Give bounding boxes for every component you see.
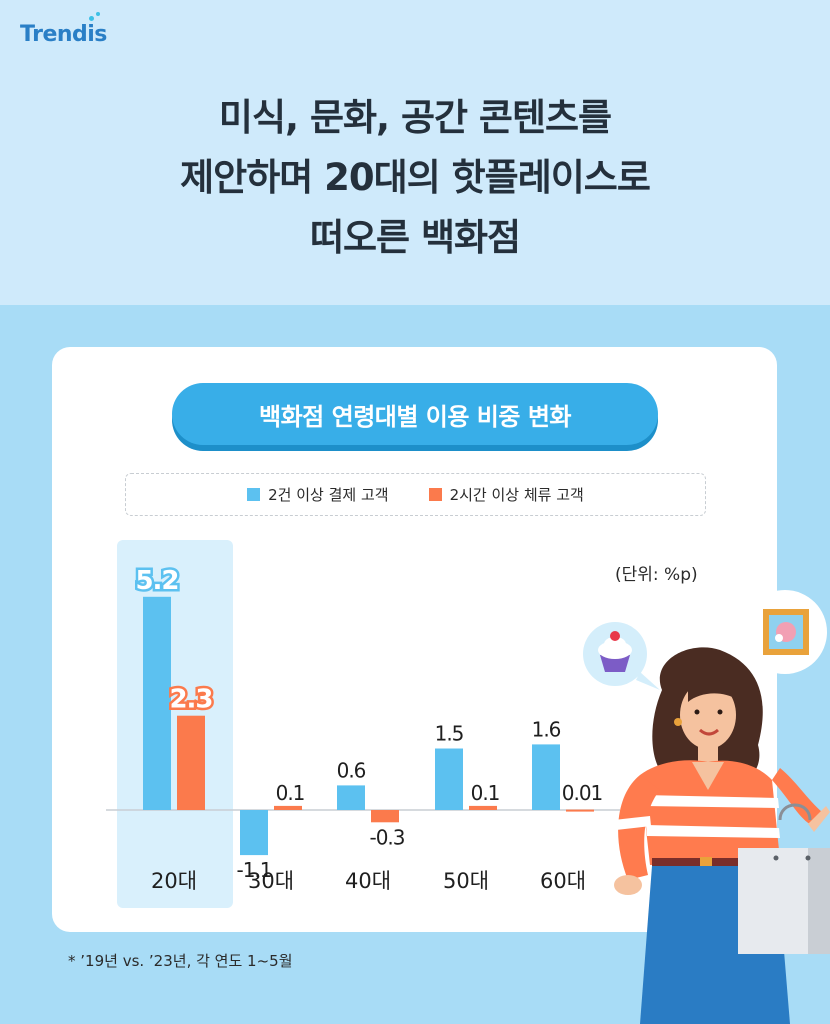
- logo-dot-icon: [96, 12, 100, 16]
- bar-stay: [177, 715, 205, 810]
- headline-line: 떠오른 백화점: [309, 216, 521, 259]
- legend-swatch-orange: [428, 488, 442, 501]
- bar-payment: [240, 810, 268, 856]
- logo-text: Trendis: [20, 22, 107, 47]
- bar-stay: [274, 805, 302, 810]
- data-label: 2.3: [169, 685, 212, 715]
- footnote: * ’19년 vs. ’23년, 각 연도 1~5월: [68, 952, 293, 970]
- data-label: 0.01: [562, 781, 603, 805]
- category-label: 40대: [345, 869, 391, 893]
- legend-swatch-blue: [247, 488, 261, 501]
- bar-stay: [469, 805, 497, 810]
- data-label: 1.6: [532, 717, 561, 741]
- data-label: -0.3: [369, 825, 404, 849]
- category-label: 20대: [151, 869, 197, 893]
- legend-label: 2시간 이상 체류 고객: [449, 486, 584, 504]
- legend-item-payment: 2건 이상 결제 고객: [247, 484, 389, 505]
- bar-payment: [337, 785, 365, 810]
- data-label: 5.2: [135, 566, 178, 596]
- headline-line: 제안하며 20대의 핫플레이스로: [180, 156, 651, 199]
- category-label: 30대: [248, 869, 294, 893]
- bar-payment: [143, 596, 171, 810]
- data-label: 0.6: [337, 758, 366, 782]
- category-label: 60대: [540, 869, 586, 893]
- highlight-20s-column: [117, 540, 233, 908]
- brand-logo[interactable]: Trendis: [20, 22, 107, 47]
- chart-legend: 2건 이상 결제 고객 2시간 이상 체류 고객: [125, 473, 706, 516]
- data-label: 0.1: [276, 781, 305, 805]
- data-label: -1.1: [236, 858, 271, 882]
- chart-title: 백화점 연령대별 이용 비중 변화: [172, 383, 658, 445]
- legend-item-stay: 2시간 이상 체류 고객: [428, 484, 584, 505]
- bar-stay: [371, 810, 399, 823]
- page-headline: 미식, 문화, 공간 콘텐츠를 제안하며 20대의 핫플레이스로 떠오른 백화점: [0, 88, 830, 268]
- category-label: 50대: [443, 869, 489, 893]
- data-label: 0.1: [471, 781, 500, 805]
- bar-payment: [435, 748, 463, 810]
- header-band: [0, 0, 830, 305]
- legend-label: 2건 이상 결제 고객: [268, 486, 389, 504]
- data-label: 1.5: [435, 722, 464, 746]
- bar-stay: [566, 809, 594, 812]
- logo-dot-icon: [89, 16, 94, 21]
- headline-line: 미식, 문화, 공간 콘텐츠를: [218, 96, 612, 139]
- bar-payment: [532, 744, 560, 810]
- unit-label: (단위: %p): [615, 565, 698, 585]
